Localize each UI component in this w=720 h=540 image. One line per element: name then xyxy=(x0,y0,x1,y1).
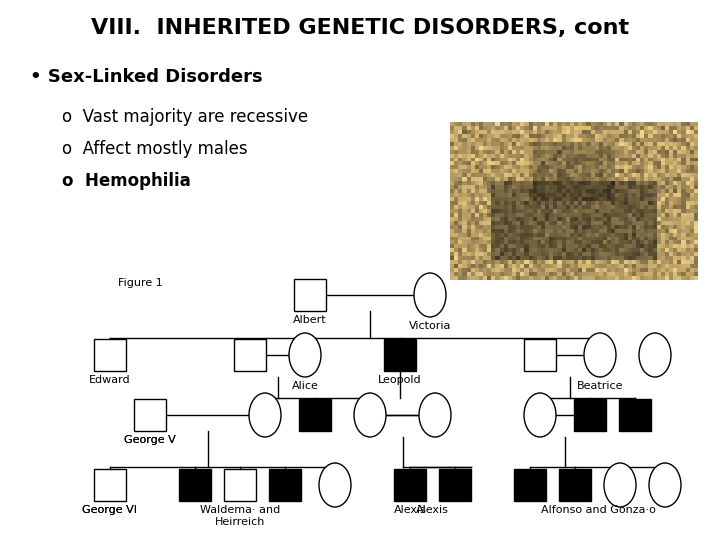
Bar xyxy=(574,399,606,431)
Text: George VI: George VI xyxy=(83,505,138,515)
Text: Leopold: Leopold xyxy=(378,375,422,385)
Ellipse shape xyxy=(524,393,556,437)
Ellipse shape xyxy=(604,463,636,507)
Ellipse shape xyxy=(289,333,321,377)
Text: Alexis: Alexis xyxy=(415,505,449,515)
Text: Alfonso and Gonza·o: Alfonso and Gonza·o xyxy=(541,505,655,515)
Text: Alexis: Alexis xyxy=(394,505,426,515)
Text: Figure 1: Figure 1 xyxy=(118,278,163,288)
Bar xyxy=(269,469,301,501)
Bar xyxy=(94,339,126,371)
Ellipse shape xyxy=(639,333,671,377)
Text: o  Affect mostly males: o Affect mostly males xyxy=(62,140,248,158)
Bar xyxy=(394,469,426,501)
Ellipse shape xyxy=(414,273,446,317)
Bar xyxy=(450,122,698,280)
Text: Edward: Edward xyxy=(89,375,131,385)
Bar xyxy=(299,399,331,431)
Bar xyxy=(224,469,256,501)
Bar xyxy=(619,399,651,431)
Bar xyxy=(94,469,126,501)
Ellipse shape xyxy=(354,393,386,437)
Ellipse shape xyxy=(419,393,451,437)
Bar xyxy=(134,399,166,431)
Bar xyxy=(294,279,326,311)
Text: Waldema· and
Heirreich: Waldema· and Heirreich xyxy=(200,505,280,526)
Text: George V: George V xyxy=(124,435,176,445)
Bar xyxy=(524,339,556,371)
Text: o  Vast majority are recessive: o Vast majority are recessive xyxy=(62,108,308,126)
Ellipse shape xyxy=(319,463,351,507)
Bar xyxy=(179,469,211,501)
Text: VIII.  INHERITED GENETIC DISORDERS, cont: VIII. INHERITED GENETIC DISORDERS, cont xyxy=(91,18,629,38)
Text: Beatrice: Beatrice xyxy=(577,381,624,391)
Bar xyxy=(384,339,416,371)
Text: o  Hemophilia: o Hemophilia xyxy=(62,172,191,190)
Bar xyxy=(559,469,591,501)
Text: Victoria: Victoria xyxy=(409,321,451,331)
Text: George VI: George VI xyxy=(83,505,138,515)
Text: Alice: Alice xyxy=(292,381,318,391)
Ellipse shape xyxy=(649,463,681,507)
Ellipse shape xyxy=(249,393,281,437)
Bar xyxy=(514,469,546,501)
Bar xyxy=(234,339,266,371)
Ellipse shape xyxy=(584,333,616,377)
Text: • Sex-Linked Disorders: • Sex-Linked Disorders xyxy=(30,68,263,86)
Text: George V: George V xyxy=(124,435,176,445)
Text: Albert: Albert xyxy=(293,315,327,325)
Bar xyxy=(439,469,471,501)
